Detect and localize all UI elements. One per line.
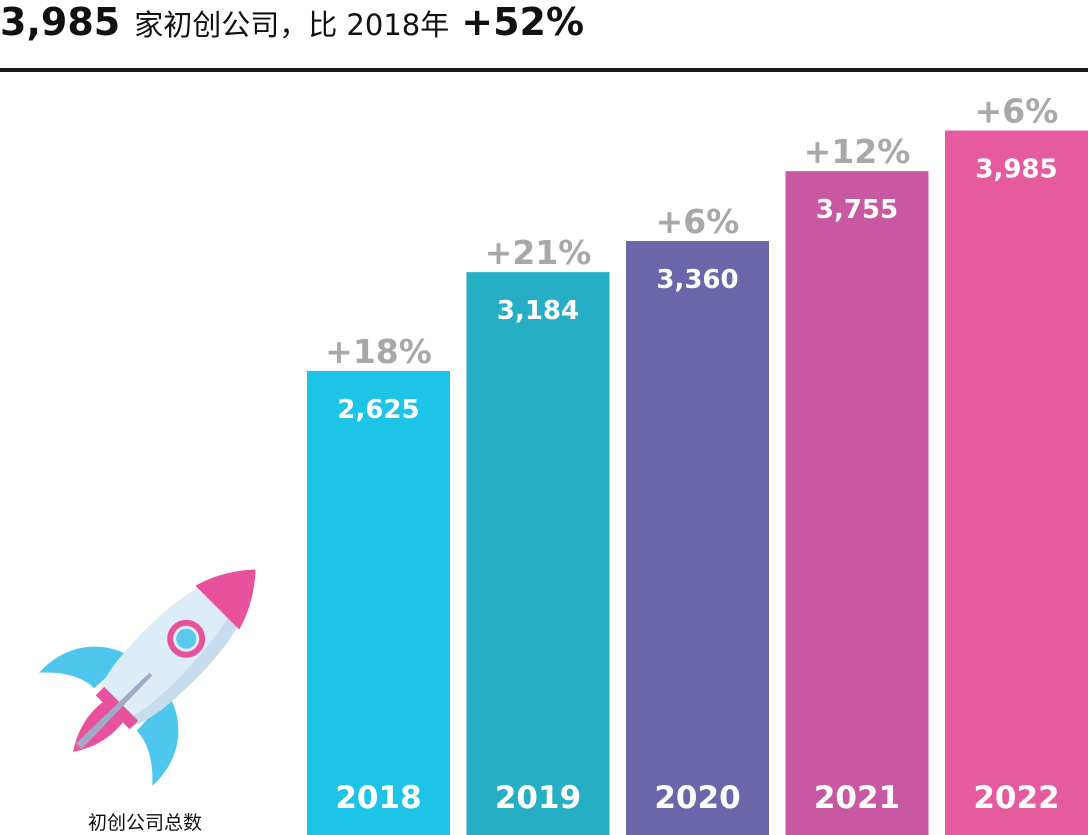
rocket-caption: 初创公司总数 [88, 812, 203, 834]
value-label-2018: 2,625 [337, 395, 419, 425]
bars-layer: +18% 2,625 2018 +21% 3,184 2019 +6% 3,360 2020 +1… [307, 92, 1088, 835]
change-label-2022: +6% [975, 92, 1059, 131]
value-label-2019: 3,184 [497, 296, 579, 326]
category-label-2019: 2019 [495, 780, 581, 816]
bar-2021 [785, 171, 929, 835]
category-label-2022: 2022 [973, 780, 1059, 816]
category-label-2020: 2020 [654, 780, 740, 816]
headline-text: 家初创公司，比 2018年 [134, 8, 450, 42]
change-label-2021: +12% [804, 132, 911, 171]
bar-2020 [626, 241, 769, 835]
headline: 3,985 家初创公司，比 2018年 +52% [0, 0, 584, 56]
headline-change: +52% [461, 0, 585, 44]
change-label-2019: +21% [485, 233, 592, 272]
bar-2018 [307, 370, 450, 835]
headline-divider [0, 68, 1088, 72]
category-label-2021: 2021 [814, 780, 900, 816]
category-label-2018: 2018 [335, 780, 421, 816]
change-label-2020: +6% [656, 202, 740, 241]
bar-2019 [466, 272, 610, 835]
bar-2022 [945, 130, 1088, 835]
change-label-2018: +18% [325, 332, 432, 371]
value-label-2022: 3,985 [975, 155, 1057, 185]
rocket-icon [39, 569, 256, 786]
value-label-2021: 3,755 [816, 195, 898, 225]
value-label-2020: 3,360 [656, 265, 738, 295]
headline-count: 3,985 [0, 0, 121, 44]
